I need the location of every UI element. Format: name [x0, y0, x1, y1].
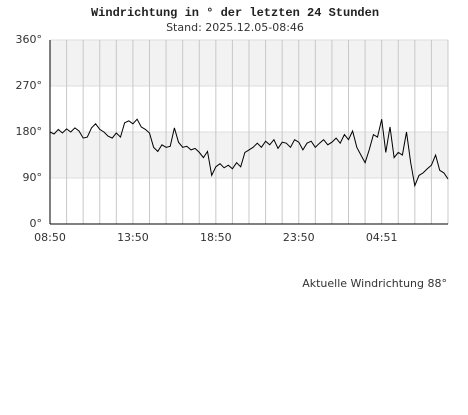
chart-title: Windrichtung in ° der letzten 24 Stunden	[91, 6, 379, 20]
x-tick-label: 04:51	[366, 231, 398, 244]
line	[49, 118, 449, 188]
y-tick-label: 0°	[30, 217, 43, 230]
chart-subtitle: Stand: 2025.12.05-08:46	[166, 21, 304, 34]
y-tick-label: 180°	[16, 125, 43, 138]
y-tick-label: 360°	[16, 33, 43, 46]
x-tick-label: 13:50	[117, 231, 149, 244]
annotation: Aktuelle Windrichtung 88°	[302, 277, 447, 290]
x-tick-label: 18:50	[200, 231, 232, 244]
x-tick-label: 08:50	[34, 231, 66, 244]
x-tick-label: 23:50	[283, 231, 315, 244]
y-tick-label: 90°	[23, 171, 43, 184]
y-tick-label: 270°	[16, 79, 43, 92]
